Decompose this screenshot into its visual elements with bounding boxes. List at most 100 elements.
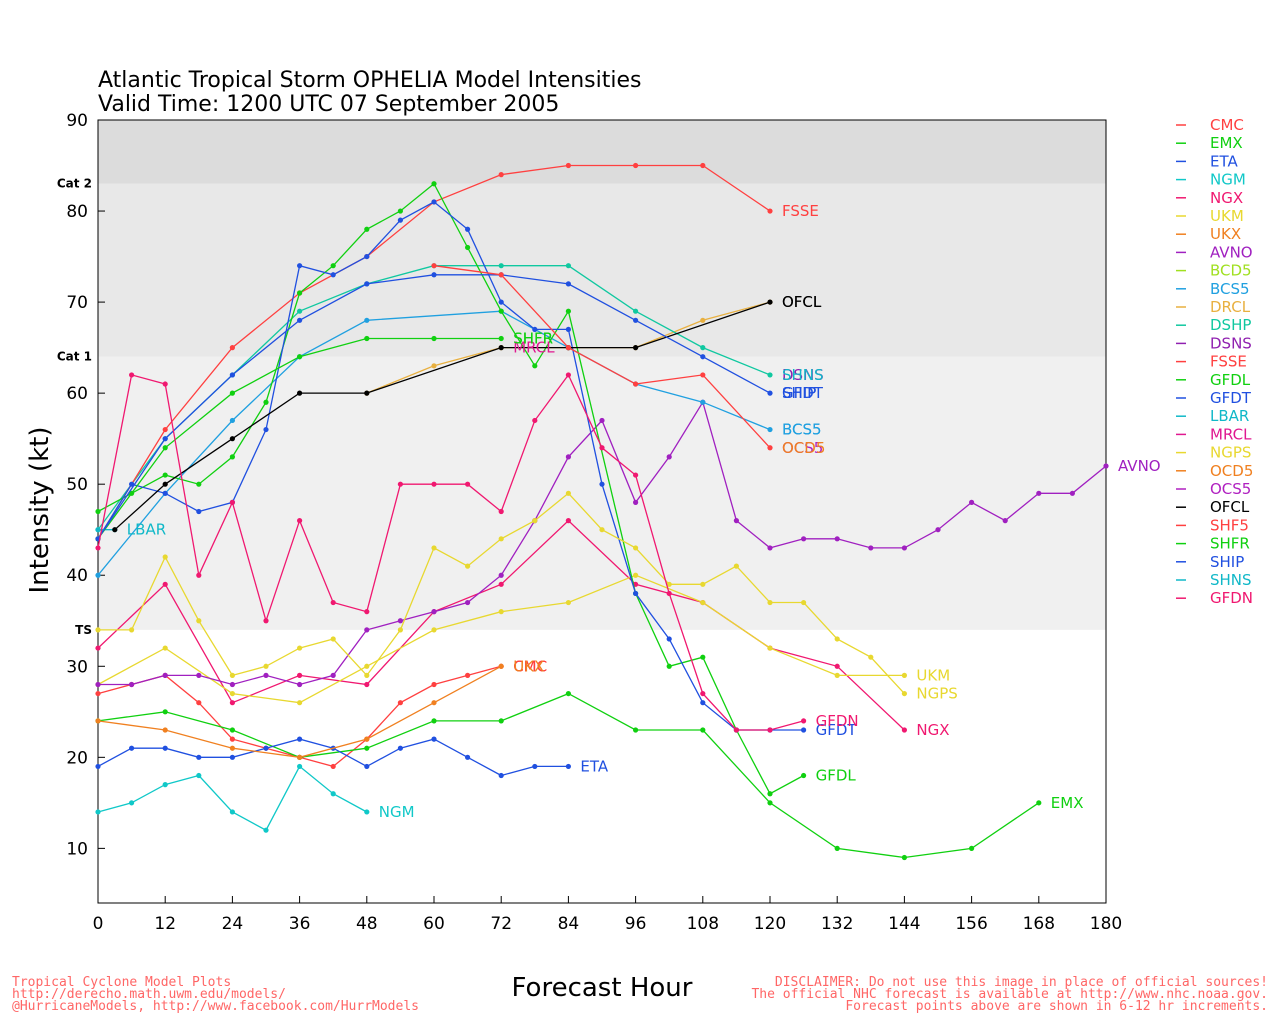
data-point-avno xyxy=(1036,490,1042,496)
data-point-shfr xyxy=(297,354,303,360)
data-point-gfdl xyxy=(229,454,235,460)
overlap-label-mrcl: MRCL xyxy=(513,339,555,357)
data-point-dshp xyxy=(700,345,706,351)
y-tick-label: 30 xyxy=(66,657,88,677)
legend-entry-bcd5: BCD5 xyxy=(1210,262,1252,280)
x-axis-label: Forecast Hour xyxy=(512,973,693,1003)
data-point-fsse xyxy=(700,162,706,169)
data-point-bcs5-red xyxy=(633,381,639,387)
data-point-ngps xyxy=(364,672,370,678)
x-tick-label: 180 xyxy=(1090,914,1122,934)
data-point-ngx xyxy=(498,581,504,587)
data-point-ukx xyxy=(95,718,101,724)
data-point-gfdn xyxy=(666,590,672,597)
data-point-ngps xyxy=(599,527,605,533)
data-point-avno xyxy=(969,499,975,505)
footer-credits: Tropical Cyclone Model Plots http://dere… xyxy=(12,976,419,1013)
x-tick-label: 48 xyxy=(356,914,378,934)
data-point-ngm xyxy=(263,827,269,833)
legend-entry-ocd5: OCD5 xyxy=(1210,462,1253,480)
y-tick-label: 50 xyxy=(66,475,88,495)
data-point-gfdt xyxy=(162,490,168,496)
series-line-cmc xyxy=(97,665,502,768)
legend-entry-shns: SHNS xyxy=(1210,571,1252,589)
data-point-ukm xyxy=(431,627,437,633)
end-label-ukm: UKM xyxy=(916,666,950,684)
data-point-gfdl xyxy=(263,399,269,405)
band-label: Cat 1 xyxy=(57,350,92,364)
data-point-gfdt xyxy=(431,199,437,205)
data-point-dshp xyxy=(498,263,504,269)
band-label: Cat 2 xyxy=(57,177,92,191)
legend-entry-avno: AVNO xyxy=(1210,243,1253,261)
data-point-gfdl xyxy=(498,308,504,314)
data-point-avno xyxy=(565,454,572,460)
data-point-bcs5 xyxy=(95,572,101,578)
data-point-ofcl xyxy=(162,481,168,487)
x-tick-label: 60 xyxy=(423,914,445,934)
legend-entry-cmc: CMC xyxy=(1210,116,1244,134)
band-cat-2 xyxy=(98,120,1106,184)
data-point-gfdl xyxy=(330,263,336,269)
y-axis-label: Intensity (kt) xyxy=(25,427,55,594)
data-point-ngx xyxy=(229,700,235,706)
data-point-ngm xyxy=(229,809,235,815)
legend-entry-ofcl: OFCL xyxy=(1210,498,1250,516)
series-line-ukx xyxy=(97,665,502,758)
overlap-label-shns: SHNS xyxy=(782,366,824,384)
data-point-eta xyxy=(196,754,202,760)
legend-entry-ocs5: OCS5 xyxy=(1210,480,1251,498)
data-point-gfdl xyxy=(431,181,437,187)
data-point-ngx xyxy=(565,518,572,524)
data-point-ngps xyxy=(733,563,740,569)
y-tick-label: 80 xyxy=(66,202,88,222)
footer-disclaimer-line: DISCLAIMER: Do not use this image in pla… xyxy=(774,975,1268,990)
data-point-ngm xyxy=(330,791,336,797)
data-point-avno xyxy=(733,518,740,524)
data-point-gfdl xyxy=(364,226,370,232)
legend-entry-ngps: NGPS xyxy=(1210,444,1251,462)
legend-entry-drcl: DRCL xyxy=(1210,298,1251,316)
legend-entry-ukm: UKM xyxy=(1210,207,1244,225)
data-point-ngx xyxy=(364,681,370,688)
legend-entry-gfdt: GFDT xyxy=(1210,389,1252,407)
overlap-label-ocd5: OCD5 xyxy=(782,439,825,457)
data-point-emx xyxy=(162,709,168,715)
legend-entry-shf5: SHF5 xyxy=(1210,516,1249,534)
data-point-avno xyxy=(229,681,235,688)
series-line-bcs5 xyxy=(97,310,771,576)
data-point-ukm xyxy=(901,672,908,678)
data-point-bcs5 xyxy=(767,426,773,433)
y-tick-label: 70 xyxy=(66,293,88,313)
data-point-gfdt xyxy=(196,508,202,515)
data-point-gfdn xyxy=(297,518,303,524)
data-point-ukm xyxy=(700,599,706,606)
overlap-label-ocs5: OCS5 xyxy=(782,439,823,457)
data-point-avno xyxy=(196,672,202,678)
data-point-dshp xyxy=(565,263,572,269)
end-label-gfdn: GFDN xyxy=(816,712,859,730)
y-tick-label: 20 xyxy=(66,748,88,768)
data-point-gfdt xyxy=(633,590,639,597)
end-label-bcs5: BCS5 xyxy=(782,421,822,439)
legend-entry-ship: SHIP xyxy=(1210,553,1244,571)
data-point-gfdl xyxy=(565,308,572,314)
data-point-ukx xyxy=(431,700,437,706)
data-point-gfdn xyxy=(700,690,706,697)
data-point-gfdn xyxy=(532,417,538,424)
series-line-gfdt xyxy=(97,201,804,731)
data-point-dshp xyxy=(297,308,303,314)
data-point-ukm xyxy=(297,700,303,706)
data-point-gfdn xyxy=(767,727,773,733)
x-tick-label: 120 xyxy=(754,914,786,934)
data-point-emx xyxy=(431,718,437,724)
data-point-gfdt xyxy=(532,326,538,333)
data-point-cmc xyxy=(95,690,101,697)
data-point-ship xyxy=(162,436,168,442)
data-point-ofcl xyxy=(633,345,639,351)
chart-title: Atlantic Tropical Storm OPHELIA Model In… xyxy=(98,68,641,93)
data-point-ngps xyxy=(162,554,168,560)
x-tick-label: 156 xyxy=(955,914,987,934)
data-point-eta xyxy=(229,754,235,760)
